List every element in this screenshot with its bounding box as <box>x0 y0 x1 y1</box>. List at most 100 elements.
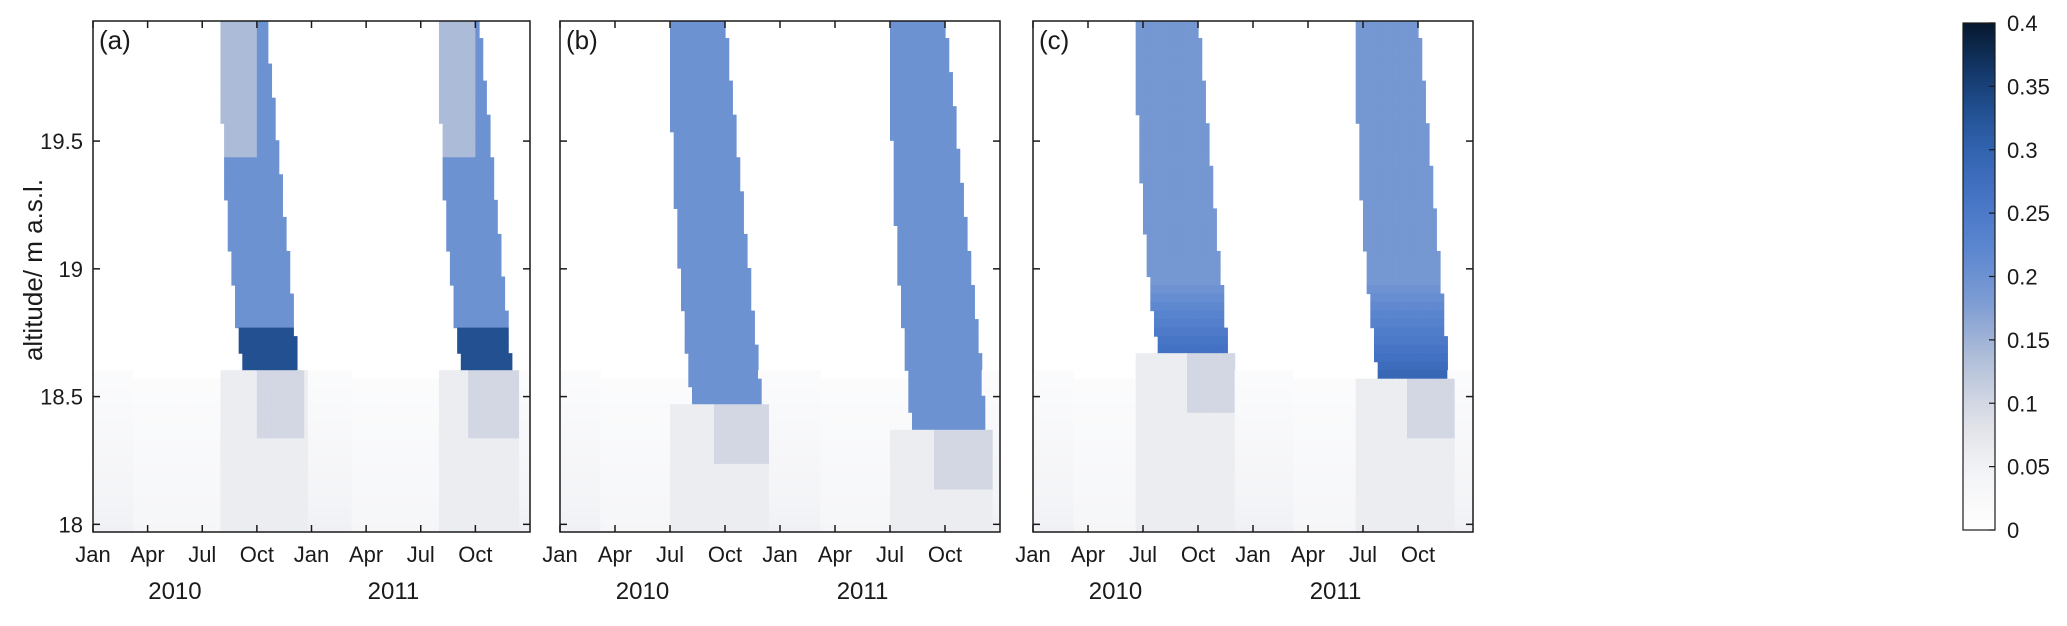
heat-cell <box>213 421 218 431</box>
heat-cell <box>662 404 667 414</box>
heat-cell <box>703 276 708 286</box>
heat-cell <box>296 395 302 405</box>
heat-cell <box>100 429 105 439</box>
heat-cell <box>633 378 638 388</box>
heat-cell <box>453 165 458 175</box>
heat-cell <box>714 446 719 456</box>
heat-cell <box>286 285 291 295</box>
heat-cell <box>695 489 700 499</box>
heat-cell <box>242 216 247 226</box>
heat-cell <box>249 378 254 388</box>
heat-cell <box>96 404 101 414</box>
heat-cell <box>699 199 704 209</box>
heat-cell <box>699 29 704 39</box>
heat-cell <box>191 489 196 499</box>
heat-cell <box>710 106 715 116</box>
heat-cell <box>471 455 476 465</box>
heat-cell <box>681 285 686 295</box>
heat-cell <box>275 523 280 533</box>
heat-cell <box>453 123 458 133</box>
heat-cell <box>103 404 109 414</box>
heat-cell <box>198 463 203 473</box>
heat-cell <box>282 267 287 278</box>
heat-cell <box>453 259 458 269</box>
heat-cell <box>147 395 152 405</box>
heat-cell <box>659 489 664 499</box>
heat-cell <box>732 506 737 516</box>
heat-cell <box>256 208 262 218</box>
heat-cell <box>486 165 491 175</box>
heat-cell <box>446 106 451 116</box>
heat-cell <box>714 455 719 465</box>
heat-cell <box>198 455 203 465</box>
heat-cell <box>442 174 447 184</box>
heat-cell <box>482 97 487 107</box>
heat-cell <box>666 438 671 448</box>
heat-cell <box>511 395 517 405</box>
heat-cell <box>475 46 480 56</box>
heat-cell <box>721 80 726 90</box>
heat-cell <box>446 63 451 73</box>
heat-cell <box>607 421 612 431</box>
heat-cell <box>489 233 495 244</box>
heat-cell <box>238 344 243 354</box>
heat-cell <box>673 72 678 82</box>
heat-cell <box>249 310 254 320</box>
heat-cell <box>307 455 313 465</box>
heat-cell <box>482 114 487 124</box>
heat-cell <box>736 157 741 167</box>
heat-cell <box>453 497 458 508</box>
heat-cell <box>442 131 447 141</box>
heat-cell <box>245 21 251 31</box>
heat-cell <box>293 387 298 397</box>
heat-cell <box>395 446 400 456</box>
heat-cell <box>307 378 313 388</box>
heat-cell <box>728 123 733 133</box>
heat-cell <box>103 412 109 422</box>
heat-cell <box>446 97 451 107</box>
heat-cell <box>173 472 178 482</box>
heat-cell <box>260 344 265 354</box>
heat-cell <box>710 523 715 533</box>
heat-cell <box>589 370 594 380</box>
heat-cell <box>140 387 145 397</box>
heat-cell <box>395 506 400 516</box>
heat-cell <box>486 361 491 371</box>
heat-cell <box>373 378 378 388</box>
heat-cell <box>249 106 254 116</box>
heat-cell <box>662 387 667 397</box>
heat-cell <box>267 412 273 422</box>
heat-cell <box>318 455 324 465</box>
heat-cell <box>355 480 360 491</box>
heat-cell <box>710 395 715 405</box>
heat-cell <box>278 438 283 448</box>
heat-cell <box>315 480 320 491</box>
heat-cell <box>238 523 243 533</box>
heat-cell <box>714 114 719 124</box>
heat-cell <box>238 174 243 184</box>
heat-cell <box>677 472 682 482</box>
heat-cell <box>442 97 447 107</box>
heat-cell <box>315 455 320 465</box>
heat-cell <box>655 489 660 499</box>
heat-cell <box>578 404 583 414</box>
heat-cell <box>238 131 243 141</box>
heat-cell <box>304 387 309 397</box>
heat-cell <box>93 421 98 431</box>
heat-cell <box>637 438 642 448</box>
heat-cell <box>453 233 458 244</box>
heat-cell <box>289 472 294 482</box>
heat-cell <box>296 506 302 516</box>
heat-cell <box>111 404 116 414</box>
heat-cell <box>238 514 243 525</box>
heat-cell <box>511 438 517 448</box>
heat-cell <box>286 404 291 414</box>
heat-cell <box>714 182 719 192</box>
heat-cell <box>165 463 171 473</box>
heat-cell <box>688 463 693 473</box>
heat-cell <box>589 463 594 473</box>
heat-cell <box>125 480 131 491</box>
heat-cell <box>224 472 229 482</box>
heat-cell <box>681 174 686 184</box>
heat-cell <box>413 455 418 465</box>
